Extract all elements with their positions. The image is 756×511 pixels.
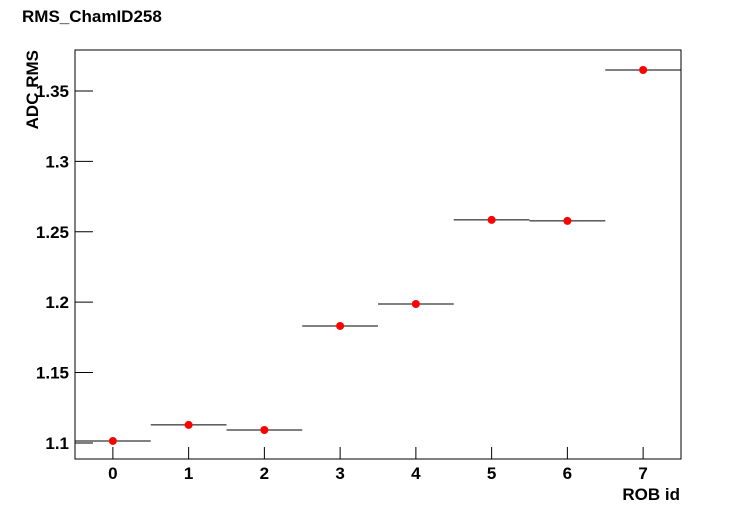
y-tick-label: 1.35 <box>36 82 69 101</box>
data-point <box>563 216 572 225</box>
data-point <box>411 299 420 308</box>
data-point <box>260 425 269 434</box>
x-tick-label: 3 <box>335 464 344 483</box>
plot-frame <box>74 49 682 460</box>
y-tick-label: 1.25 <box>36 223 69 242</box>
x-tick-label: 6 <box>563 464 572 483</box>
x-tick-label: 7 <box>638 464 647 483</box>
x-tick-label: 2 <box>260 464 269 483</box>
x-tick-label: 0 <box>108 464 117 483</box>
data-point <box>336 321 345 330</box>
data-point <box>108 436 117 445</box>
y-tick-label: 1.15 <box>36 364 69 383</box>
y-tick-label: 1.3 <box>45 152 69 171</box>
data-point <box>639 65 648 74</box>
data-point <box>184 420 193 429</box>
y-tick-label: 1.2 <box>45 293 69 312</box>
x-tick-label: 4 <box>411 464 421 483</box>
x-tick-label: 1 <box>184 464 193 483</box>
data-point <box>487 215 496 224</box>
x-axis-label: ROB id <box>622 485 680 504</box>
y-axis-label: ADC RMS <box>23 50 42 129</box>
chart-title: RMS_ChamID258 <box>22 7 162 26</box>
x-tick-label: 5 <box>487 464 496 483</box>
y-tick-label: 1.1 <box>45 434 69 453</box>
